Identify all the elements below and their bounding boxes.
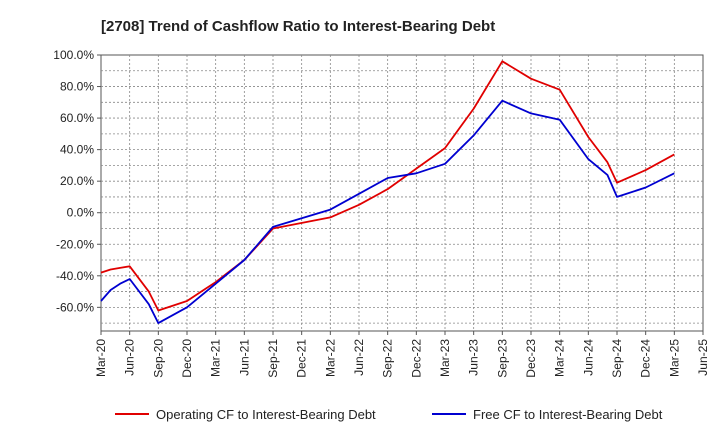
series-lines bbox=[100, 60, 675, 325]
x-tick-label: Jun-23 bbox=[467, 339, 481, 376]
y-tick-label: 20.0% bbox=[60, 174, 94, 188]
x-tick-label: Dec-23 bbox=[524, 339, 538, 378]
x-tick-label: Jun-22 bbox=[352, 339, 366, 376]
legend-label-1: Operating CF to Interest-Bearing Debt bbox=[156, 407, 376, 422]
y-tick-label: 0.0% bbox=[67, 206, 95, 220]
y-axis: 100.0% 80.0% 60.0% 40.0% 20.0% 0.0% -20.0% -40.… bbox=[53, 48, 101, 314]
y-tick-label: 80.0% bbox=[60, 80, 94, 94]
x-tick-label: Sep-23 bbox=[495, 339, 509, 378]
x-tick-label: Dec-20 bbox=[180, 339, 194, 378]
legend-label-2: Free CF to Interest-Bearing Debt bbox=[473, 407, 663, 422]
x-tick-label: Sep-21 bbox=[266, 339, 280, 378]
x-tick-label: Jun-21 bbox=[237, 339, 251, 376]
x-tick-label: Mar-21 bbox=[209, 339, 223, 377]
x-tick-label: Sep-24 bbox=[610, 339, 624, 378]
legend: Operating CF to Interest-Bearing Debt Fre… bbox=[115, 407, 663, 422]
x-tick-label: Jun-24 bbox=[581, 339, 595, 376]
x-tick-label: Dec-22 bbox=[409, 339, 423, 378]
grid-lines bbox=[101, 55, 703, 331]
x-tick-label: Sep-20 bbox=[151, 339, 165, 378]
x-tick-label: Jun-20 bbox=[123, 339, 137, 376]
y-tick-label: 40.0% bbox=[60, 143, 94, 157]
x-tick-label: Sep-22 bbox=[381, 339, 395, 378]
series-line-2 bbox=[100, 99, 675, 325]
x-tick-label: Mar-22 bbox=[323, 339, 337, 377]
y-tick-label: 60.0% bbox=[60, 111, 94, 125]
plot-area bbox=[100, 54, 704, 332]
x-tick-label: Mar-25 bbox=[667, 339, 681, 377]
x-tick-label: Dec-21 bbox=[295, 339, 309, 378]
y-tick-label: -20.0% bbox=[56, 237, 94, 251]
x-tick-label: Mar-24 bbox=[553, 339, 567, 377]
x-axis: Mar-20 Jun-20 Sep-20 Dec-20 Mar-21 Jun-21 Sep-… bbox=[94, 331, 710, 378]
y-tick-label: -60.0% bbox=[56, 300, 94, 314]
chart-title: [2708] Trend of Cashflow Ratio to Intere… bbox=[101, 18, 495, 35]
x-tick-label: Mar-20 bbox=[94, 339, 108, 377]
y-tick-label: -40.0% bbox=[56, 269, 94, 283]
x-tick-label: Mar-23 bbox=[438, 339, 452, 377]
x-tick-label: Jun-25 bbox=[696, 339, 710, 376]
series-line-1 bbox=[100, 60, 675, 312]
y-tick-label: 100.0% bbox=[53, 48, 94, 62]
x-tick-label: Dec-24 bbox=[639, 339, 653, 378]
